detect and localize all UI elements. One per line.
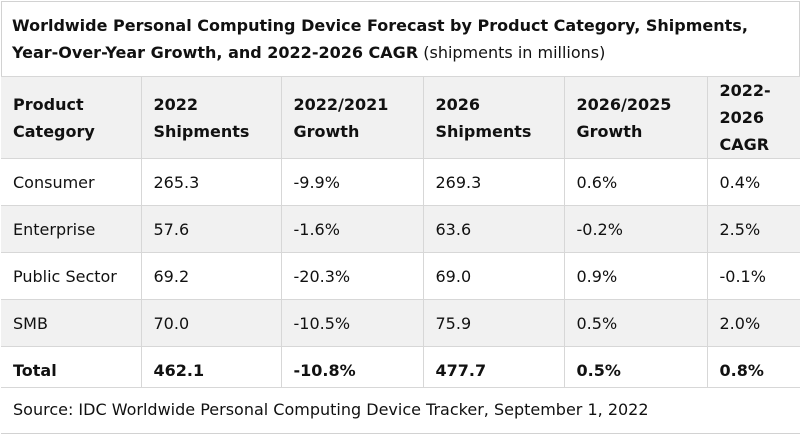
cell-cagr: 0.8% (707, 346, 800, 393)
cell-category: Enterprise (1, 205, 142, 253)
cell-category: Public Sector (1, 252, 142, 300)
header-2022-2021-growth: 2022/2021 Growth (281, 76, 424, 159)
title-text: Worldwide Personal Computing Device Fore… (12, 16, 748, 62)
table-header: Product Category 2022 Shipments 2022/202… (1, 76, 800, 159)
cell-2022-2021-growth: -10.5% (281, 299, 424, 347)
cell-2026-shipments: 63.6 (423, 205, 565, 253)
header-2022-shipments: 2022 Shipments (141, 76, 282, 159)
cell-2022-shipments: 57.6 (141, 205, 282, 253)
cell-cagr: 2.0% (707, 299, 800, 347)
cell-2022-shipments: 69.2 (141, 252, 282, 300)
source-note: Source: IDC Worldwide Personal Computing… (1, 387, 800, 433)
cell-2026-2025-growth: 0.9% (564, 252, 708, 300)
cell-2026-2025-growth: 0.5% (564, 299, 708, 347)
header-cagr: 2022-2026 CAGR (707, 76, 800, 159)
cell-category: SMB (1, 299, 142, 347)
table-row-enterprise: Enterprise 57.6 -1.6% 63.6 -0.2% 2.5% (1, 205, 800, 253)
cell-2022-2021-growth: -1.6% (281, 205, 424, 253)
cell-2026-2025-growth: 0.6% (564, 158, 708, 206)
cell-cagr: 2.5% (707, 205, 800, 253)
cell-2022-shipments: 70.0 (141, 299, 282, 347)
title-subtitle: (shipments in millions) (423, 43, 606, 62)
header-2026-shipments: 2026 Shipments (423, 76, 565, 159)
cell-2022-2021-growth: -10.8% (281, 346, 424, 393)
table-row-public-sector: Public Sector 69.2 -20.3% 69.0 0.9% -0.1… (1, 252, 800, 300)
cell-2026-shipments: 269.3 (423, 158, 565, 206)
cell-category: Consumer (1, 158, 142, 206)
cell-cagr: -0.1% (707, 252, 800, 300)
cell-2022-shipments: 462.1 (141, 346, 282, 393)
cell-2026-shipments: 69.0 (423, 252, 565, 300)
table-row-smb: SMB 70.0 -10.5% 75.9 0.5% 2.0% (1, 299, 800, 347)
cell-cagr: 0.4% (707, 158, 800, 206)
table-title: Worldwide Personal Computing Device Fore… (12, 12, 792, 66)
cell-2026-2025-growth: -0.2% (564, 205, 708, 253)
cell-2026-shipments: 75.9 (423, 299, 565, 347)
cell-2026-2025-growth: 0.5% (564, 346, 708, 393)
table-row-total: Total 462.1 -10.8% 477.7 0.5% 0.8% (1, 346, 800, 393)
cell-category: Total (1, 346, 142, 393)
header-row: Product Category 2022 Shipments 2022/202… (1, 76, 800, 159)
forecast-table: Product Category 2022 Shipments 2022/202… (1, 76, 800, 393)
cell-2022-shipments: 265.3 (141, 158, 282, 206)
cell-2026-shipments: 477.7 (423, 346, 565, 393)
header-2026-2025-growth: 2026/2025 Growth (564, 76, 708, 159)
table-row-consumer: Consumer 265.3 -9.9% 269.3 0.6% 0.4% (1, 158, 800, 206)
cell-2022-2021-growth: -20.3% (281, 252, 424, 300)
cell-2022-2021-growth: -9.9% (281, 158, 424, 206)
table-body: Consumer 265.3 -9.9% 269.3 0.6% 0.4% Ent… (1, 158, 800, 393)
header-product-category: Product Category (1, 76, 142, 159)
